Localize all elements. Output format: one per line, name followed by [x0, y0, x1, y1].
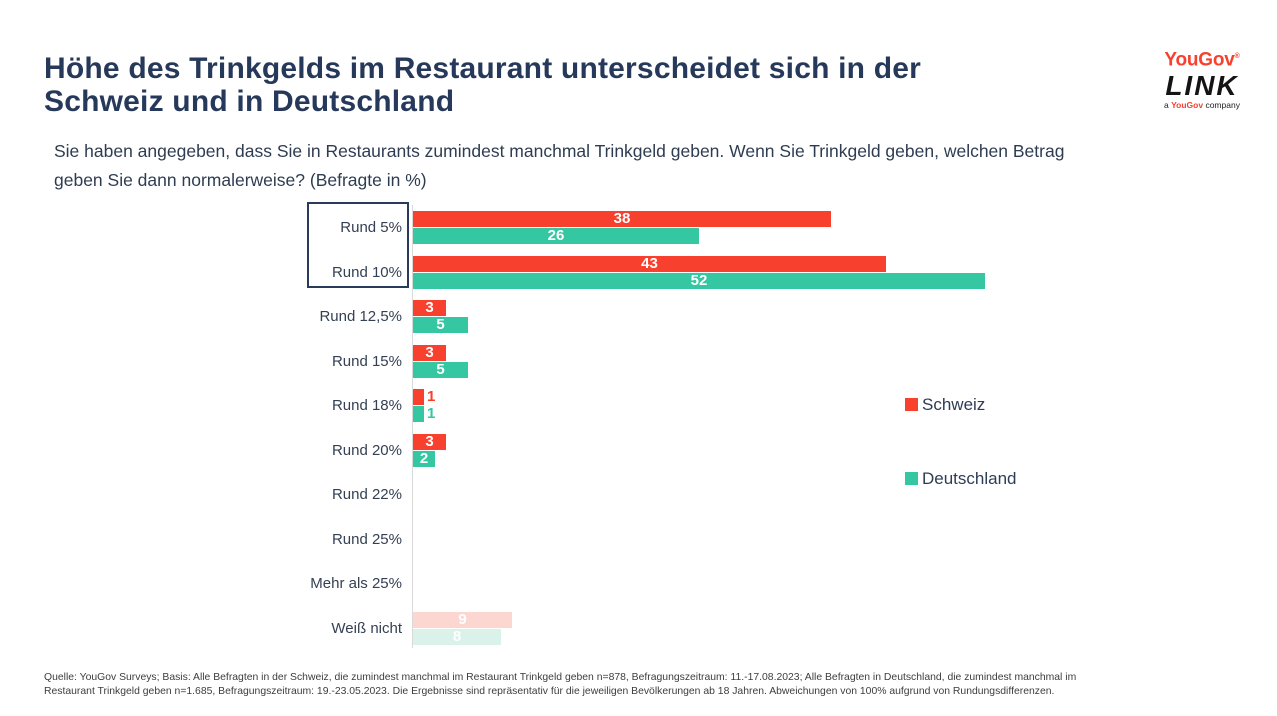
chart-row: Rund 15% 3 5: [0, 341, 1277, 382]
y-axis-line: [412, 205, 413, 648]
bar-schweiz: [413, 389, 424, 405]
chart-row: Rund 18% 1 1: [0, 385, 1277, 426]
legend-item-deutschland: Deutschland: [905, 469, 1017, 489]
category-label: Rund 10%: [331, 263, 402, 281]
page-title-line-2: Schweiz und in Deutschland: [44, 85, 455, 118]
link-logo-text: LINK: [1165, 70, 1239, 102]
category-label: Rund 12,5%: [319, 308, 402, 325]
bar-deutschland: 8: [413, 628, 501, 645]
bar-chart: Rund 5% 38 26 Rund 10% 43 52 Rund 12,5% 3 5 Rund …: [0, 205, 1277, 657]
chart-row: Rund 22%: [0, 474, 1277, 515]
chart-row: Rund 10% 43 52: [0, 252, 1277, 293]
bar-deutschland: 5: [413, 361, 468, 378]
bar-schweiz: 9: [413, 611, 512, 628]
chart-subtitle: Sie haben angegeben, dass Sie in Restaur…: [54, 137, 1064, 195]
bar-deutschland: 26: [413, 228, 699, 244]
registered-mark: ®: [1234, 53, 1240, 60]
bar-deutschland: 52: [413, 272, 985, 289]
page-title-line-1: Höhe des Trinkgelds im Restaurant unters…: [44, 52, 922, 85]
category-label: Rund 22%: [331, 486, 402, 503]
bar-value-label: 1: [427, 388, 436, 405]
chart-row: Rund 5% 38 26: [0, 207, 1277, 248]
page-title: Höhe des Trinkgelds im Restaurant unters…: [44, 52, 921, 118]
chart-row: Weiß nicht 9 8: [0, 608, 1277, 649]
logo-tagline-brand: YouGov: [1171, 100, 1204, 111]
category-label: Rund 20%: [331, 441, 402, 459]
category-label: Weiß nicht: [331, 619, 402, 637]
yougov-logo-text: YouGov®: [1164, 49, 1240, 71]
chart-subtitle-line-2: geben Sie dann normalerweise? (Befragte …: [54, 170, 427, 190]
bar-schweiz: 43: [413, 255, 886, 272]
legend-swatch-deutschland: [905, 472, 918, 485]
legend-item-schweiz: Schweiz: [905, 395, 985, 415]
bar-schweiz: 3: [413, 344, 446, 361]
category-label: Rund 18%: [331, 397, 402, 414]
legend-label-schweiz: Schweiz: [922, 395, 986, 414]
bar-deutschland: 2: [413, 450, 435, 467]
category-label: Mehr als 25%: [310, 575, 402, 592]
source-note-line-1: Quelle: YouGov Surveys; Basis: Alle Befr…: [44, 672, 1077, 683]
logo-tagline: a YouGov company: [1164, 100, 1240, 111]
bar-value-label: 1: [427, 405, 436, 422]
yougov-link-logo: YouGov® LINK a YouGov company: [1158, 46, 1246, 111]
legend-label-deutschland: Deutschland: [922, 469, 1017, 488]
bar-schweiz: 38: [413, 211, 831, 227]
source-note: Quelle: YouGov Surveys; Basis: Alle Befr…: [44, 671, 1076, 699]
source-note-line-2: Restaurant Trinkgeld geben n=1.685, Befr…: [44, 685, 1055, 697]
category-label: Rund 25%: [331, 530, 402, 548]
category-label: Rund 15%: [331, 352, 402, 370]
bar-schweiz: 3: [413, 300, 446, 316]
bar-deutschland: 5: [413, 317, 468, 333]
category-label: Rund 5%: [340, 219, 402, 236]
chart-row: Mehr als 25%: [0, 563, 1277, 604]
chart-row: Rund 12,5% 3 5: [0, 296, 1277, 337]
bar-schweiz: 3: [413, 433, 446, 450]
chart-subtitle-line-1: Sie haben angegeben, dass Sie in Restaur…: [54, 141, 1065, 161]
highlight-box: [307, 202, 409, 288]
chart-row: Rund 20% 3 2: [0, 430, 1277, 471]
bar-deutschland: [413, 406, 424, 422]
legend-swatch-schweiz: [905, 398, 918, 411]
chart-row: Rund 25%: [0, 519, 1277, 560]
